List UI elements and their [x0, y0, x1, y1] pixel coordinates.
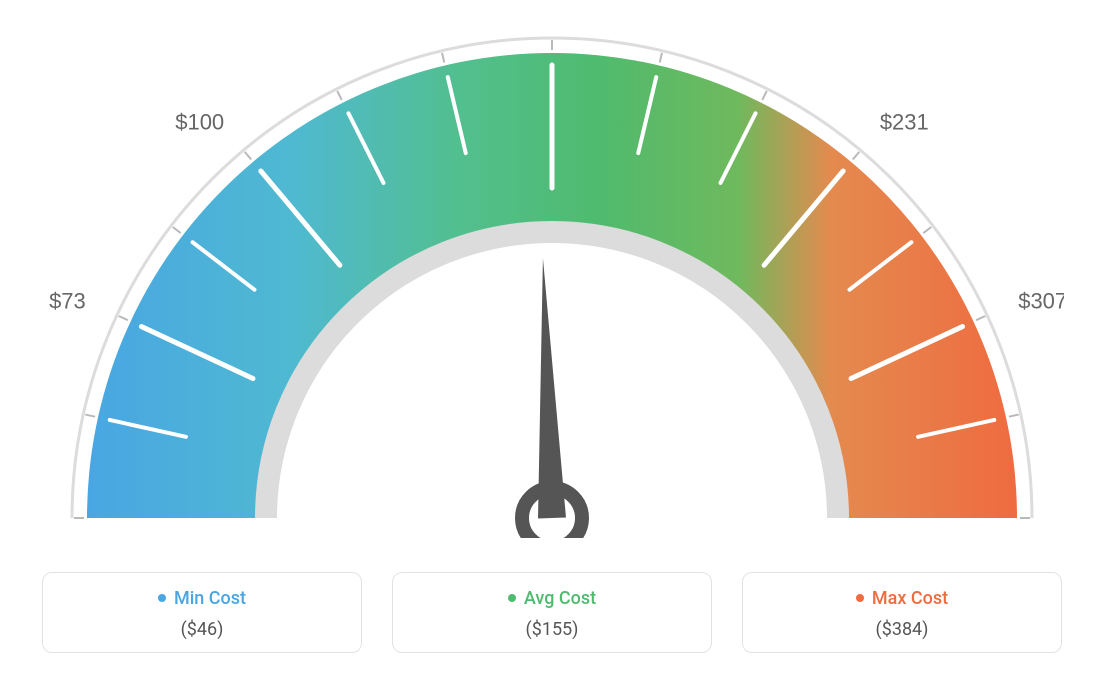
- legend-card-avg: Avg Cost ($155): [392, 572, 712, 653]
- legend-value-avg: ($155): [403, 619, 701, 640]
- gauge-container: $46$73$100$155$231$307$384: [0, 0, 1104, 550]
- legend-dot-avg: [508, 594, 516, 602]
- legend-text-min: Min Cost: [174, 588, 246, 609]
- legend-text-avg: Avg Cost: [524, 588, 596, 609]
- legend-text-max: Max Cost: [872, 588, 948, 609]
- legend-dot-min: [158, 594, 166, 602]
- legend-card-min: Min Cost ($46): [42, 572, 362, 653]
- legend-row: Min Cost ($46) Avg Cost ($155) Max Cost …: [0, 572, 1104, 653]
- legend-label-min: Min Cost: [158, 588, 246, 609]
- svg-text:$73: $73: [49, 288, 86, 313]
- legend-card-max: Max Cost ($384): [742, 572, 1062, 653]
- svg-text:$307: $307: [1018, 288, 1064, 313]
- legend-value-max: ($384): [753, 619, 1051, 640]
- legend-label-max: Max Cost: [856, 588, 948, 609]
- legend-dot-max: [856, 594, 864, 602]
- legend-label-avg: Avg Cost: [508, 588, 596, 609]
- svg-text:$231: $231: [880, 109, 929, 134]
- legend-value-min: ($46): [53, 619, 351, 640]
- cost-gauge-chart: $46$73$100$155$231$307$384: [40, 18, 1064, 538]
- svg-text:$100: $100: [175, 109, 224, 134]
